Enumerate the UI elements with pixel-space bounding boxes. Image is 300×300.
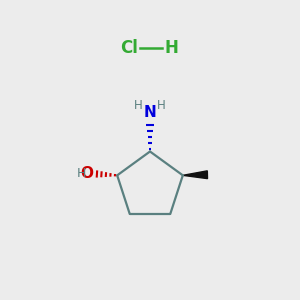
Text: H: H bbox=[134, 99, 143, 112]
Text: O: O bbox=[80, 166, 93, 181]
Text: Cl: Cl bbox=[120, 39, 138, 57]
Text: H: H bbox=[157, 99, 166, 112]
Polygon shape bbox=[183, 171, 208, 178]
Text: H: H bbox=[76, 167, 86, 180]
Text: H: H bbox=[165, 39, 179, 57]
Text: N: N bbox=[144, 105, 156, 120]
